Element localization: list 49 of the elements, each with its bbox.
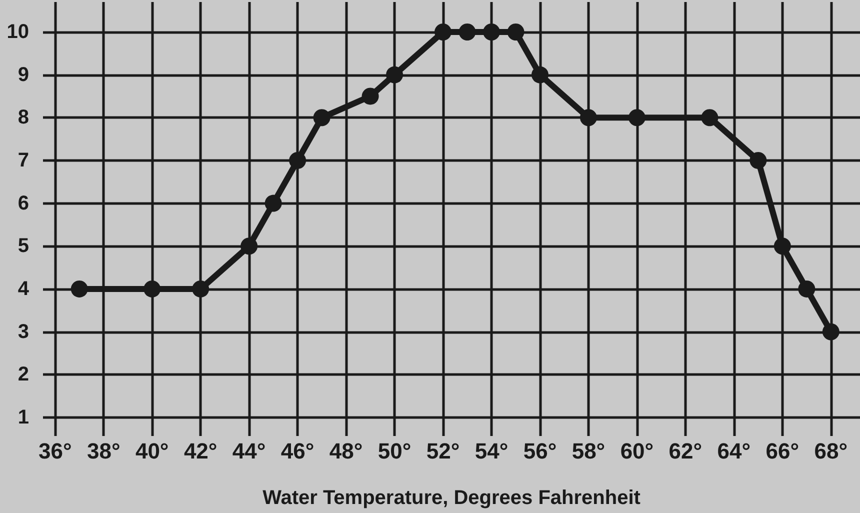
point [532,66,548,84]
point [144,280,161,298]
point [507,23,524,40]
point [483,23,500,40]
y-tick-label: 8 [18,106,29,129]
y-tick-label: 9 [18,64,29,86]
y-tick-label: 1 [18,406,29,428]
point [701,109,718,126]
point [774,238,791,255]
point [240,238,258,255]
x-tick-label: 50° [378,438,412,464]
x-tick-label: 62° [668,438,702,464]
x-tick-label: 54° [474,438,508,464]
x-tick-label: 66° [766,438,800,464]
y-tick-label: 6 [18,192,29,214]
x-tick-label: 52° [426,438,460,464]
x-tick-label: 58° [572,438,606,464]
point [434,23,452,40]
x-tick-label: 68° [814,438,848,464]
x-tick-label: 42° [184,438,218,464]
point [362,88,379,105]
y-tick-label: 10 [6,20,29,43]
x-tick-label: 44° [232,438,266,464]
point [628,109,646,126]
x-tick-label: 38° [86,438,120,464]
point [386,66,404,84]
x-tick-label: 64° [717,438,751,464]
y-tick-label: 5 [18,235,29,258]
point [750,152,767,169]
x-tick-label: 46° [280,438,314,464]
x-axis-title: Water Temperature, Degrees Fahrenheit [262,487,641,509]
x-tick-label: 56° [523,438,557,464]
point [798,280,816,298]
x-tick-label: 48° [329,438,363,464]
x-tick-label: 40° [135,438,169,464]
y-tick-label: 2 [18,364,29,386]
x-tick-label: 36° [38,438,72,464]
y-tick-label: 7 [18,149,29,172]
point [822,323,840,340]
point [264,194,282,212]
x-tick-label: 60° [620,438,654,464]
y-tick-label: 4 [18,278,30,300]
y-tick-label: 3 [18,320,29,343]
point [313,109,330,126]
point [580,109,597,126]
point [458,23,476,40]
point [70,280,88,298]
point [289,152,306,169]
point [192,280,210,298]
